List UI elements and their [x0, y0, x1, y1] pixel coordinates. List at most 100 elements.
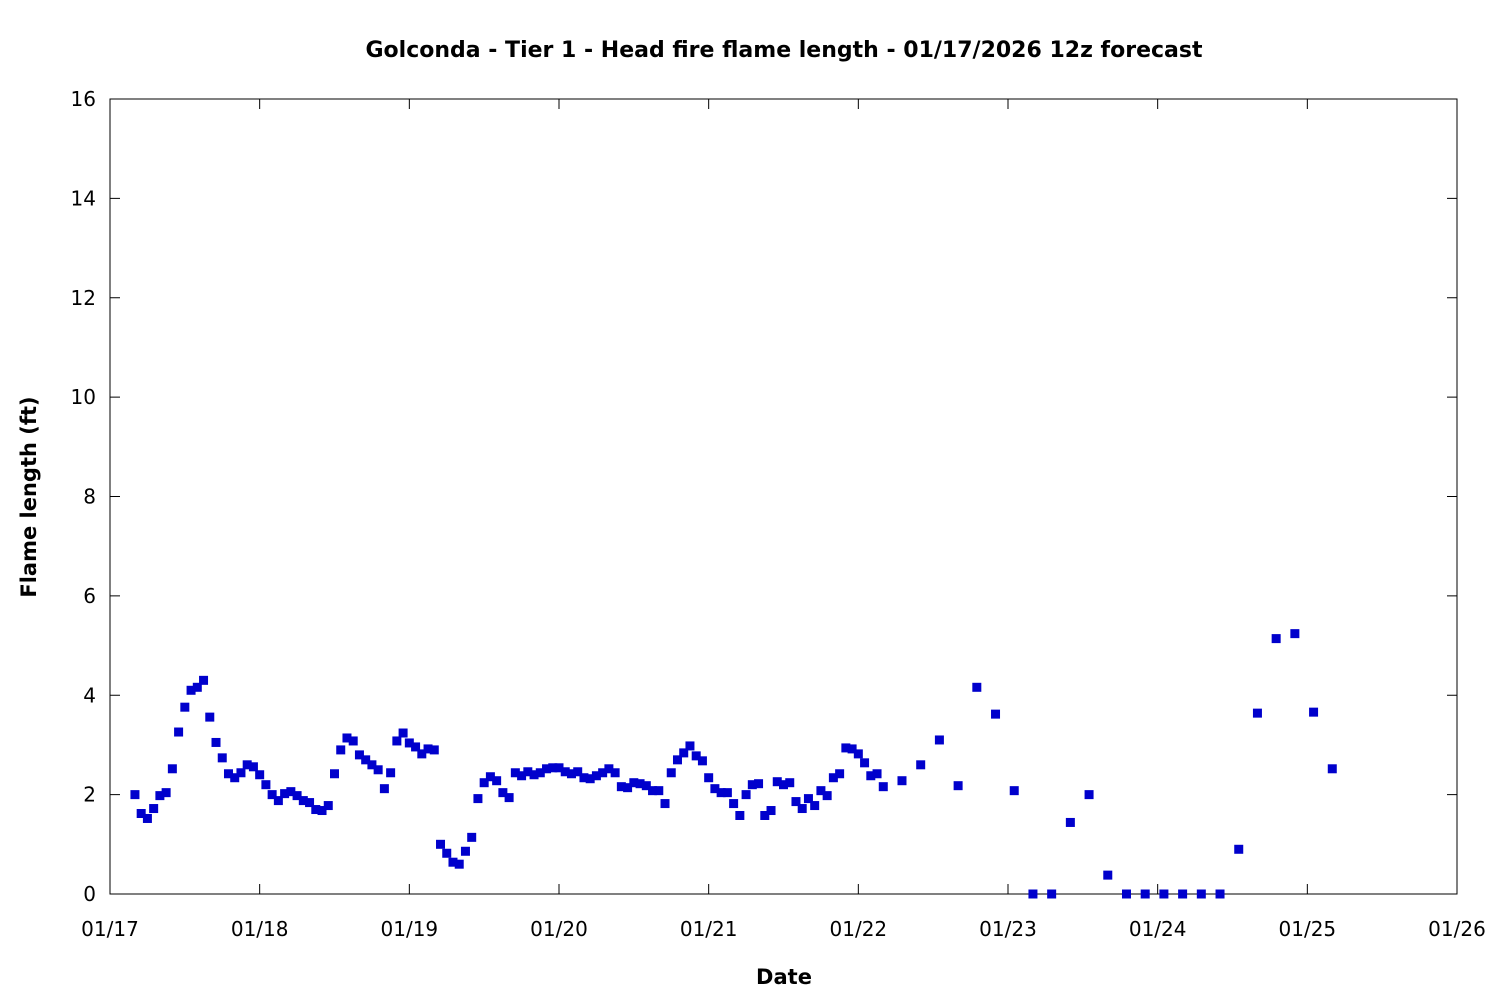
data-point	[573, 767, 583, 777]
data-point	[766, 806, 776, 816]
x-axis-label: Date	[756, 965, 812, 989]
x-tick-label: 01/17	[81, 917, 139, 941]
data-point	[255, 770, 265, 780]
data-point	[267, 790, 277, 800]
data-point	[354, 750, 364, 760]
data-point	[386, 768, 396, 778]
data-point	[342, 733, 352, 743]
data-point	[729, 799, 739, 809]
data-point	[223, 769, 233, 779]
data-point	[199, 675, 209, 685]
data-point	[510, 768, 520, 778]
data-point	[685, 741, 695, 751]
data-point	[492, 776, 502, 786]
data-point	[454, 859, 464, 869]
data-point	[1215, 889, 1225, 899]
data-point	[261, 780, 271, 790]
data-point	[429, 745, 439, 755]
data-point	[704, 773, 714, 783]
data-point	[392, 736, 402, 746]
data-point	[379, 784, 389, 794]
data-point	[217, 753, 227, 763]
data-point	[828, 773, 838, 783]
data-point	[236, 768, 246, 778]
data-point	[710, 784, 720, 794]
data-point	[1084, 790, 1094, 800]
data-point	[697, 756, 707, 766]
data-point	[286, 787, 296, 797]
data-point	[554, 763, 564, 773]
x-tick-label: 01/22	[830, 917, 888, 941]
data-point	[479, 778, 489, 788]
data-point	[436, 839, 446, 849]
data-point	[411, 742, 421, 752]
data-point	[442, 848, 452, 858]
data-point	[336, 745, 346, 755]
data-point	[460, 846, 470, 856]
y-axis-label: Flame length (ft)	[17, 396, 41, 597]
data-point	[155, 791, 165, 801]
data-point	[192, 682, 202, 692]
y-tick-label: 0	[83, 882, 96, 906]
data-point	[448, 857, 458, 867]
data-point	[791, 797, 801, 807]
data-point	[230, 773, 240, 783]
data-point	[654, 786, 664, 796]
data-point	[648, 786, 658, 796]
data-point	[1309, 707, 1319, 717]
data-point	[161, 788, 171, 798]
data-point	[598, 768, 608, 778]
data-point	[716, 788, 726, 798]
data-point	[180, 702, 190, 712]
data-point	[810, 801, 820, 811]
data-point	[292, 791, 302, 801]
data-point	[330, 769, 339, 779]
data-point	[130, 790, 140, 800]
data-point	[317, 806, 327, 816]
data-point	[666, 768, 676, 778]
data-point	[242, 760, 252, 770]
data-point	[741, 790, 751, 800]
data-point	[423, 744, 433, 754]
data-point	[529, 770, 539, 780]
data-point	[1028, 889, 1038, 899]
data-point	[934, 735, 944, 745]
y-tick-label: 6	[83, 584, 96, 608]
data-point	[991, 709, 1001, 719]
data-point	[1178, 889, 1188, 899]
y-tick-label: 4	[83, 683, 96, 707]
data-point	[280, 789, 290, 799]
data-point	[822, 791, 832, 801]
data-point	[167, 764, 177, 774]
data-point	[311, 805, 321, 815]
data-point	[860, 758, 870, 768]
data-point	[878, 782, 888, 792]
data-point	[498, 788, 508, 798]
data-point	[779, 780, 788, 790]
data-point	[136, 809, 146, 819]
data-point	[367, 760, 377, 770]
data-point	[841, 743, 851, 753]
data-point	[635, 779, 645, 789]
data-point	[560, 767, 570, 777]
x-axis: 01/17 01/18 01/19 01/20 01/21 01/22 01/23 01/24…	[81, 99, 1486, 941]
data-point	[816, 786, 826, 796]
data-point	[772, 777, 782, 787]
data-point	[504, 793, 514, 803]
data-point	[672, 755, 682, 765]
y-tick-label: 14	[71, 186, 96, 210]
data-point	[1159, 889, 1169, 899]
data-point	[785, 778, 795, 788]
data-point	[872, 769, 882, 779]
data-point	[404, 738, 414, 748]
data-point	[566, 769, 576, 779]
data-point	[473, 794, 483, 804]
data-point	[273, 796, 283, 806]
data-point	[616, 782, 626, 792]
data-point	[585, 774, 595, 784]
data-point	[1009, 786, 1019, 796]
data-point	[835, 769, 845, 779]
data-point	[186, 685, 196, 695]
x-tick-label: 01/21	[680, 917, 738, 941]
